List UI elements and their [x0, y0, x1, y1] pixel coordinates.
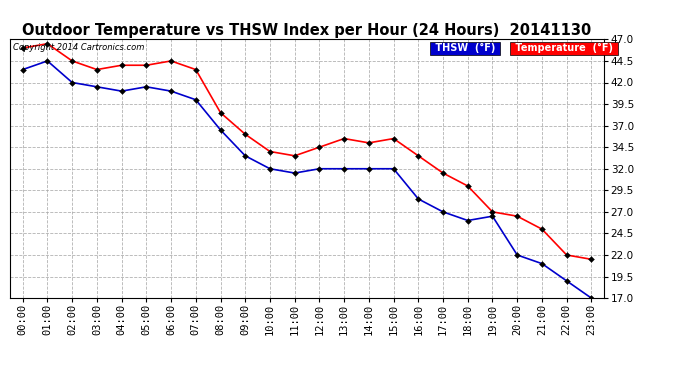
Text: Temperature  (°F): Temperature (°F): [512, 43, 616, 53]
Title: Outdoor Temperature vs THSW Index per Hour (24 Hours)  20141130: Outdoor Temperature vs THSW Index per Ho…: [23, 23, 591, 38]
Text: THSW  (°F): THSW (°F): [432, 43, 498, 53]
Text: Copyright 2014 Cartronics.com: Copyright 2014 Cartronics.com: [13, 43, 145, 52]
